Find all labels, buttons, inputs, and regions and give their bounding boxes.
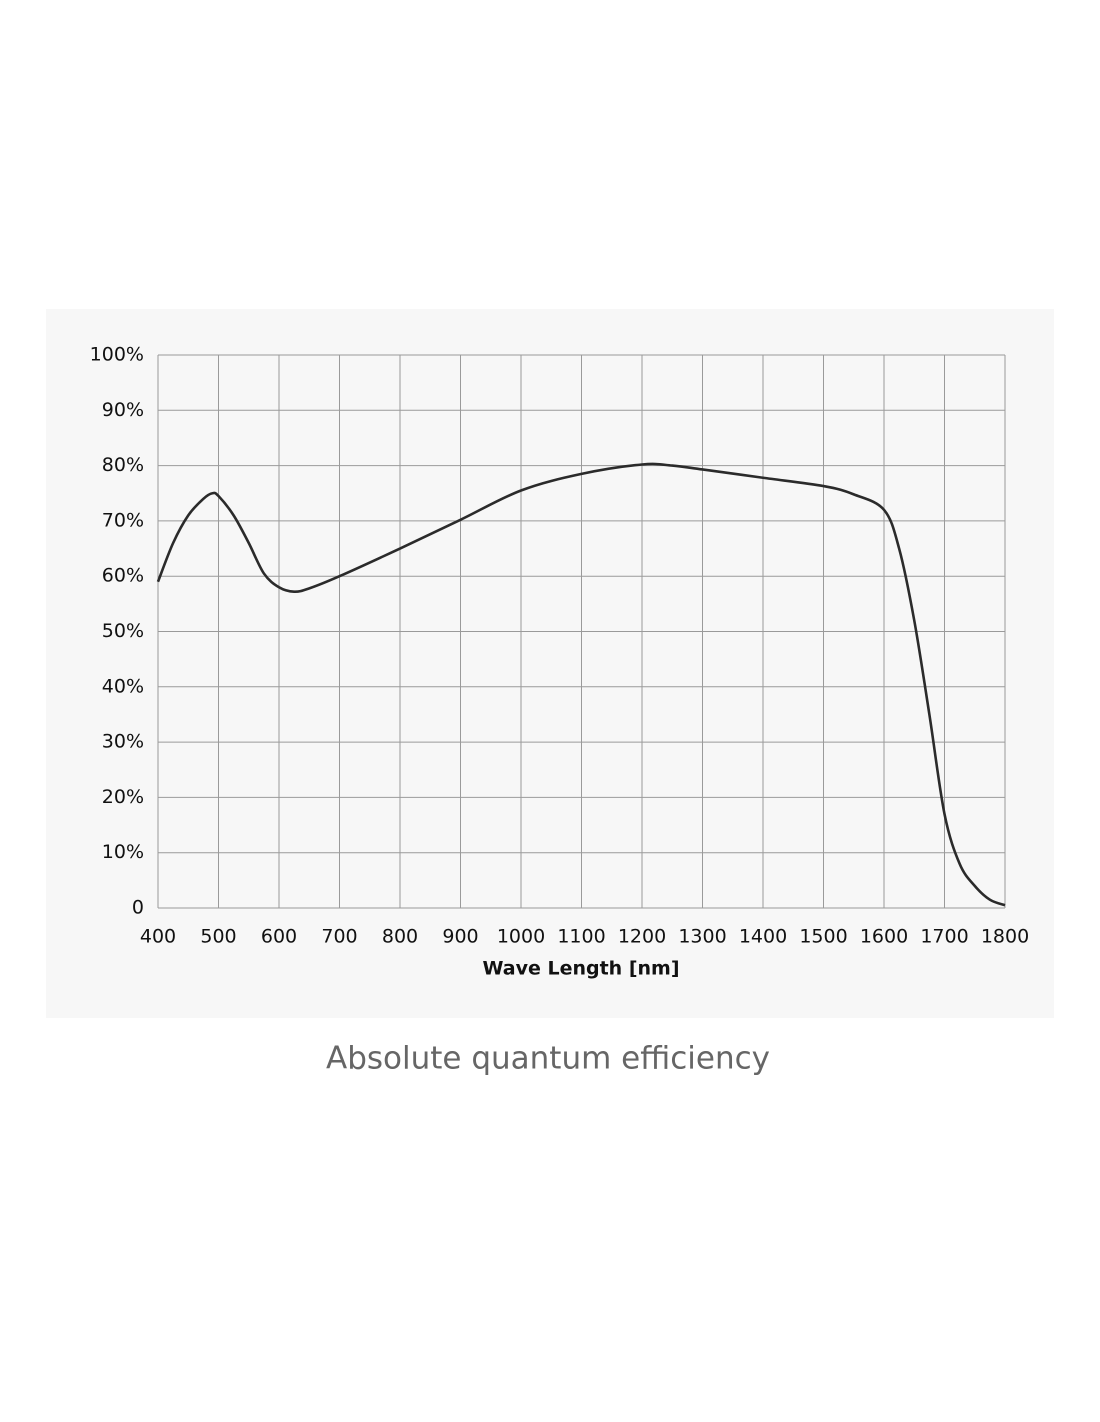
y-tick-label: 40%	[102, 675, 144, 697]
caption: Absolute quantum efficiency	[326, 1041, 770, 1077]
x-tick-label: 1300	[678, 926, 726, 948]
x-tick-label: 1200	[618, 926, 666, 948]
y-tick-label: 50%	[102, 620, 144, 642]
x-tick-label: 600	[261, 926, 297, 948]
y-tick-label: 70%	[102, 509, 144, 531]
y-tick-label: 100%	[90, 344, 144, 366]
x-tick-label: 500	[200, 926, 236, 948]
x-tick-label: 1800	[981, 926, 1029, 948]
y-tick-label: 90%	[102, 399, 144, 421]
y-tick-label: 10%	[102, 841, 144, 863]
x-tick-label: 1500	[799, 926, 847, 948]
x-axis-title: Wave Length [nm]	[482, 958, 679, 980]
y-tick-label: 30%	[102, 731, 144, 753]
y-tick-label: 60%	[102, 565, 144, 587]
y-tick-label: 80%	[102, 454, 144, 476]
chart-panel	[46, 309, 1054, 1018]
x-tick-label: 1000	[497, 926, 545, 948]
data-line	[156, 462, 1006, 907]
x-tick-label: 1600	[860, 926, 908, 948]
y-tick-label: 0	[132, 897, 144, 919]
x-tick-label: 800	[382, 926, 418, 948]
x-tick-label: 1400	[739, 926, 787, 948]
x-tick-label: 400	[140, 926, 176, 948]
x-tick-label: 700	[321, 926, 357, 948]
x-tick-label: 1100	[557, 926, 605, 948]
y-tick-label: 20%	[102, 786, 144, 808]
x-tick-label: 1700	[920, 926, 968, 948]
x-tick-label: 900	[442, 926, 478, 948]
